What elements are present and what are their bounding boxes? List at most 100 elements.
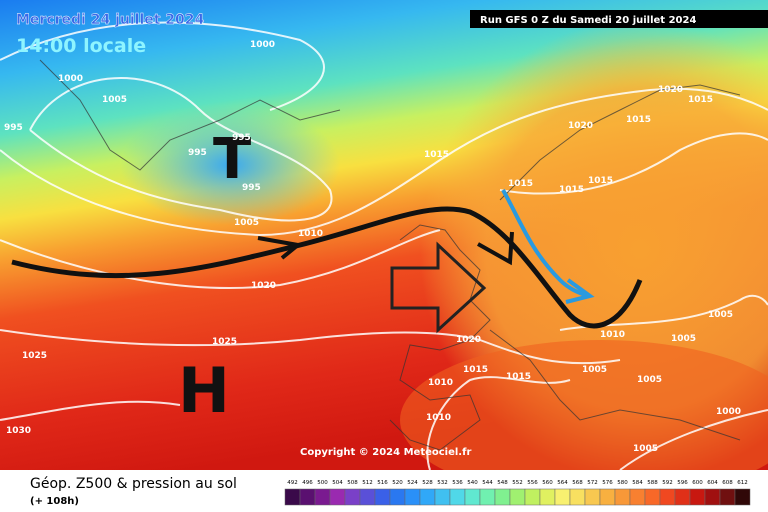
scale-swatch	[284, 488, 301, 506]
run-label: Run GFS 0 Z du Samedi 20 juillet 2024	[480, 15, 696, 26]
pressure-label: 1015	[424, 150, 449, 160]
coastline	[489, 329, 741, 441]
pressure-label: 1015	[588, 176, 613, 186]
scale-label: 492	[287, 480, 298, 486]
scale-label: 496	[302, 480, 313, 486]
pressure-label: 1020	[251, 281, 276, 291]
scale-label: 612	[737, 480, 748, 486]
scale-label: 588	[647, 480, 658, 486]
scale-label: 604	[707, 480, 718, 486]
scale-swatch	[644, 488, 661, 506]
scale-swatch	[464, 488, 481, 506]
scale-swatch	[524, 488, 541, 506]
scale-swatch	[734, 488, 751, 506]
scale-swatch	[434, 488, 451, 506]
blue-arrow	[501, 189, 589, 298]
arrow-head	[257, 236, 303, 260]
scale-label: 580	[617, 480, 628, 486]
scale-swatch	[344, 488, 361, 506]
pressure-label: 1015	[463, 365, 488, 375]
scale-label: 564	[557, 480, 568, 486]
pressure-label: 1030	[6, 426, 31, 436]
map: T H 995 1000 1000 1005 995 995 995 1005 1010 1015…	[0, 0, 768, 500]
pressure-label: 1010	[298, 229, 323, 239]
pressure-label: 1020	[568, 121, 593, 131]
pressure-label: 1005	[234, 218, 259, 228]
coastline	[39, 59, 341, 171]
pressure-label: 1015	[506, 372, 531, 382]
scale-swatch	[719, 488, 736, 506]
coastline	[389, 224, 491, 451]
pressure-label: 1005	[582, 365, 607, 375]
scale-label: 508	[347, 480, 358, 486]
scale-swatch	[494, 488, 511, 506]
coastline	[499, 84, 741, 201]
scale-swatch	[599, 488, 616, 506]
scale-label: 576	[602, 480, 613, 486]
isobar	[29, 76, 333, 222]
scale-swatch	[689, 488, 706, 506]
pressure-label: 1005	[637, 375, 662, 385]
scale-label: 516	[377, 480, 388, 486]
low-symbol: T	[213, 127, 251, 192]
scale-swatch	[329, 488, 346, 506]
pressure-label: 1015	[626, 115, 651, 125]
pressure-label: 995	[188, 148, 207, 158]
run-box	[470, 10, 768, 28]
scale-label: 528	[422, 480, 433, 486]
pressure-label: 1000	[58, 74, 83, 84]
scale-label: 584	[632, 480, 643, 486]
scale-label: 544	[482, 480, 493, 486]
scale-label: 552	[512, 480, 523, 486]
copyright: Copyright © 2024 Meteociel.fr	[300, 447, 471, 458]
isobar	[426, 376, 571, 471]
pressure-label: 995	[4, 123, 23, 133]
scale-label: 608	[722, 480, 733, 486]
scale-label: 560	[542, 480, 553, 486]
scale-swatch	[659, 488, 676, 506]
scale-swatch	[554, 488, 571, 506]
pressure-label: 995	[242, 183, 261, 193]
scale-swatch	[509, 488, 526, 506]
high-symbol: H	[178, 354, 230, 427]
scale-swatch	[359, 488, 376, 506]
scale-swatch	[419, 488, 436, 506]
scale-swatch	[314, 488, 331, 506]
pressure-label: 1010	[426, 413, 451, 423]
pressure-label: 1015	[559, 185, 584, 195]
scale-swatch	[629, 488, 646, 506]
isobar	[0, 400, 181, 421]
scale-label: 600	[692, 480, 703, 486]
pressure-label: 1005	[708, 310, 733, 320]
pressure-label: 1020	[658, 85, 683, 95]
pressure-label: 1005	[633, 444, 658, 454]
scale-label: 504	[332, 480, 343, 486]
jet-arrow	[11, 206, 643, 329]
scale-swatch	[389, 488, 406, 506]
isobars	[0, 21, 768, 471]
date-label: Mercredi 24 juillet 2024	[16, 12, 205, 28]
pressure-label: 995	[232, 133, 251, 143]
pressure-label: 1025	[212, 337, 237, 347]
scale-label: 512	[362, 480, 373, 486]
pressure-label: 1025	[22, 351, 47, 361]
scale-label: 548	[497, 480, 508, 486]
flow-arrow	[390, 241, 487, 334]
legend-subtitle: (+ 108h)	[30, 496, 79, 507]
pressure-label: 1005	[671, 334, 696, 344]
time-label: 14:00 locale	[16, 35, 146, 57]
scale-swatch	[299, 488, 316, 506]
scale-swatch	[584, 488, 601, 506]
pressure-labels: 995 1000 1000 1005 995 995 995 1005 1010 1015 1020…	[4, 40, 741, 454]
isobar	[0, 229, 441, 289]
pressure-label: 1000	[250, 40, 275, 50]
pressure-label: 1020	[456, 335, 481, 345]
scale-swatch	[479, 488, 496, 506]
scale-label: 596	[677, 480, 688, 486]
scale-label: 572	[587, 480, 598, 486]
scale-swatch	[569, 488, 586, 506]
arrow-head	[477, 231, 514, 266]
scale-swatch	[614, 488, 631, 506]
scale-label: 556	[527, 480, 538, 486]
